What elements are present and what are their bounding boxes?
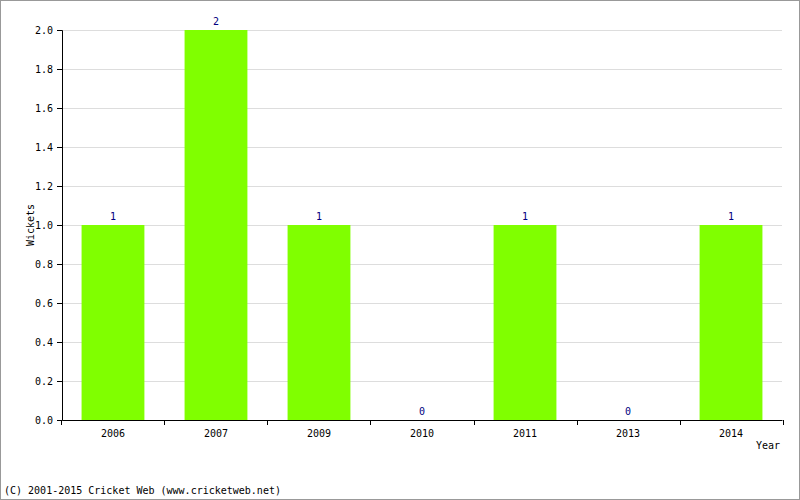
data-labels: 1 2 1 0 1 0 1 — [110, 16, 734, 417]
y-tick-mark — [57, 108, 62, 109]
x-tick-label: 2009 — [307, 428, 331, 439]
y-tick: 0.2 — [35, 376, 62, 387]
x-tick: 2009 — [307, 420, 331, 439]
y-tick: 0.0 — [35, 415, 62, 426]
y-axis-line — [57, 31, 63, 421]
grid-line — [62, 147, 782, 148]
bar — [494, 225, 557, 420]
bar — [82, 225, 145, 420]
y-tick: 0.8 — [35, 259, 62, 270]
y-tick-label: 0.4 — [35, 337, 53, 348]
grid — [62, 31, 782, 421]
x-tick-label: 2007 — [204, 428, 228, 439]
x-separator — [164, 420, 165, 425]
grid-line — [62, 420, 782, 421]
data-label: 1 — [316, 211, 322, 222]
y-tick: 1.6 — [35, 103, 62, 114]
x-separator — [370, 420, 371, 425]
y-tick: 0.6 — [35, 298, 62, 309]
y-tick-label: 2.0 — [35, 25, 53, 36]
grid-line — [62, 108, 782, 109]
x-axis: 2006 2007 2009 2010 2011 2013 2014 — [63, 420, 783, 439]
grid-line — [62, 303, 782, 304]
x-axis-title: Year — [756, 440, 780, 451]
y-tick: 0.4 — [35, 337, 62, 348]
y-tick-label: 1.6 — [35, 103, 53, 114]
grid-line — [62, 381, 782, 382]
x-separator — [577, 420, 578, 425]
x-tick-label: 2013 — [616, 428, 640, 439]
y-tick-label: 0.8 — [35, 259, 53, 270]
bar — [391, 420, 454, 421]
x-separator — [680, 420, 681, 425]
y-tick-mark — [57, 186, 62, 187]
grid-line — [62, 264, 782, 265]
y-tick: 1.2 — [35, 181, 62, 192]
x-tick: 2011 — [513, 420, 537, 439]
grid-line — [62, 186, 782, 187]
frame — [1, 1, 800, 500]
y-tick-mark — [57, 30, 62, 31]
x-tick: 2006 — [101, 420, 125, 439]
y-tick-label: 1.8 — [35, 64, 53, 75]
y-tick: 1.8 — [35, 64, 62, 75]
grid-line — [62, 69, 782, 70]
y-tick: 1.0 — [35, 220, 62, 231]
x-tick: 2007 — [204, 420, 228, 439]
y-tick-label: 0.6 — [35, 298, 53, 309]
y-axis-title: Wickets — [25, 204, 36, 246]
y-tick-label: 0.0 — [35, 415, 53, 426]
bars — [82, 30, 763, 420]
data-label: 1 — [522, 211, 528, 222]
y-tick: 2.0 — [35, 25, 62, 36]
x-separator — [61, 420, 62, 425]
bar — [185, 30, 248, 420]
y-axis: 0.0 0.2 0.4 0.6 0.8 1.0 1.2 1.4 1.6 1.8 2.0 — [35, 25, 63, 426]
y-tick-mark — [57, 147, 62, 148]
x-separators — [62, 420, 784, 425]
x-tick-label: 2014 — [719, 428, 743, 439]
y-tick-mark — [57, 69, 62, 70]
data-label: 0 — [419, 406, 425, 417]
data-label: 2 — [213, 16, 219, 27]
x-separator — [783, 420, 784, 425]
grid-line — [62, 30, 782, 31]
x-separator — [267, 420, 268, 425]
y-tick: 1.4 — [35, 142, 62, 153]
x-tick: 2010 — [410, 420, 434, 439]
x-separator — [474, 420, 475, 425]
chart: 0.00.20.40.60.81.01.21.41.61.82.02006200… — [0, 0, 800, 500]
bar — [597, 420, 660, 421]
x-tick-label: 2010 — [410, 428, 434, 439]
y-tick-label: 1.2 — [35, 181, 53, 192]
data-label: 0 — [625, 406, 631, 417]
y-tick-mark — [57, 303, 62, 304]
data-label: 1 — [110, 211, 116, 222]
y-tick-mark — [57, 342, 62, 343]
y-tick-mark — [57, 264, 62, 265]
plot: 0.00.20.40.60.81.01.21.41.61.82.02006200… — [35, 16, 784, 439]
data-label: 1 — [728, 211, 734, 222]
y-tick-mark — [57, 381, 62, 382]
x-axis-line — [63, 420, 783, 421]
y-tick-mark — [57, 225, 62, 226]
y-tick-label: 1.0 — [35, 220, 53, 231]
bar — [700, 225, 763, 420]
y-tick-label: 1.4 — [35, 142, 53, 153]
x-tick-label: 2011 — [513, 428, 537, 439]
bar — [288, 225, 351, 420]
y-tick-label: 0.2 — [35, 376, 53, 387]
x-tick-label: 2006 — [101, 428, 125, 439]
x-tick: 2013 — [616, 420, 640, 439]
footer-note: (C) 2001-2015 Cricket Web (www.cricketwe… — [4, 485, 281, 496]
grid-line — [62, 225, 782, 226]
x-tick: 2014 — [719, 420, 743, 439]
grid-line — [62, 342, 782, 343]
